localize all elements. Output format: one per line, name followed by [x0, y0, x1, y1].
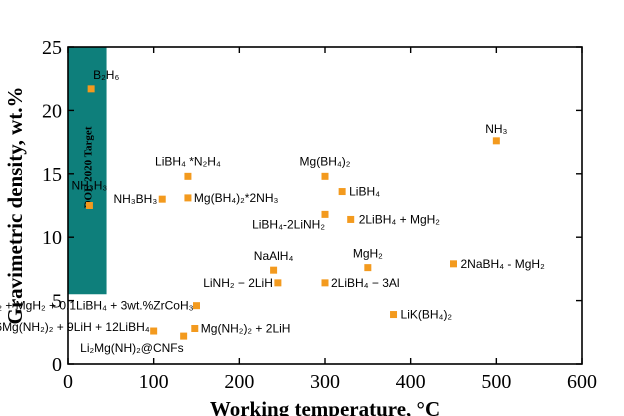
- data-point-label: 6Mg(NH₂)₂ + 9LiH + 12LiBH₄: [0, 320, 150, 334]
- x-tick-label: 600: [567, 371, 597, 393]
- x-axis-title: Working temperature, °C: [210, 397, 440, 416]
- data-point-label: Mg(BH₄)₂*2NH₃: [194, 191, 279, 205]
- data-point-label: Li₂Mg(NH)₂@CNFs: [80, 341, 184, 355]
- data-point-label: 2LiBH₄ − 3Al: [331, 276, 400, 290]
- y-tick-label: 10: [42, 227, 62, 249]
- data-point-label: LiBH₄-2LiNH₂: [252, 217, 325, 231]
- target-band: [68, 47, 107, 295]
- data-point-label: NH₃BH₃: [113, 192, 157, 206]
- data-point-marker: [492, 137, 500, 145]
- data-point-label: Mg(BH₄)₂: [300, 154, 351, 168]
- target-band-label: DOE 2020 Target: [82, 126, 94, 208]
- data-point-marker: [191, 324, 199, 332]
- data-point-marker: [184, 172, 192, 180]
- data-point-marker: [274, 279, 282, 287]
- data-point-label: LiBH₄ *N₂H₄: [155, 154, 221, 168]
- data-point-label: 2LiBH₄ + MgH₂: [359, 212, 441, 226]
- y-tick-label: 0: [52, 354, 62, 376]
- data-point-label: B₂H₆: [93, 68, 119, 82]
- data-point-label: NaAlH₄: [254, 249, 294, 263]
- data-point-label: LiBH₄: [349, 185, 380, 199]
- data-point-marker: [85, 202, 93, 209]
- data-point-label: LiK(BH₄)₂: [401, 308, 453, 322]
- data-point-label: 2LiNH₂ + MgH₂ + 0.1LiBH₄ + 3wt.%ZrCoH₃: [0, 299, 194, 313]
- data-point-label: NH₃H₃: [72, 179, 108, 193]
- data-point-label: NH₃: [485, 122, 507, 136]
- x-tick-label: 400: [396, 371, 426, 393]
- data-point-marker: [321, 279, 329, 287]
- data-point-marker: [180, 332, 188, 340]
- data-point-label: MgH₂: [353, 247, 383, 261]
- y-tick-label: 15: [42, 164, 62, 186]
- data-point-marker: [347, 215, 355, 223]
- x-tick-label: 300: [310, 371, 340, 393]
- x-tick-label: 500: [481, 371, 511, 393]
- x-tick-label: 200: [224, 371, 254, 393]
- data-point-marker: [87, 85, 95, 93]
- data-point-marker: [321, 172, 329, 180]
- data-point-marker: [150, 327, 158, 335]
- data-point-marker: [158, 195, 166, 203]
- x-tick-label: 0: [63, 371, 73, 393]
- data-point-marker: [193, 302, 200, 310]
- data-point-marker: [184, 194, 192, 202]
- y-tick-label: 25: [42, 37, 62, 59]
- data-point-label: Mg(NH₂)₂ + 2LiH: [201, 321, 291, 335]
- data-point-label: LiNH₂ − 2LiH: [203, 276, 273, 290]
- data-point-marker: [321, 210, 329, 218]
- axis-ticks: 0 100 200 300 400 500 600 0 5 10 15 20 25: [42, 37, 597, 393]
- data-point-marker: [270, 266, 278, 274]
- data-point-marker: [338, 188, 346, 196]
- y-tick-label: 5: [52, 291, 62, 313]
- data-point-marker: [450, 260, 457, 268]
- data-point-marker: [390, 311, 398, 319]
- y-tick-label: 20: [42, 100, 62, 122]
- data-points: B₂H₆ NH₃H₃ NH₃ LiBH₄ *N₂H₄ Mg(BH₄)₂ NH₃BH₃ Mg(…: [0, 68, 545, 355]
- y-axis-title: Gravimetric density, wt.%: [3, 87, 27, 325]
- data-point-label: 2NaBH₄ - MgH₂: [461, 257, 546, 271]
- x-tick-label: 100: [139, 371, 169, 393]
- data-point-marker: [364, 264, 372, 272]
